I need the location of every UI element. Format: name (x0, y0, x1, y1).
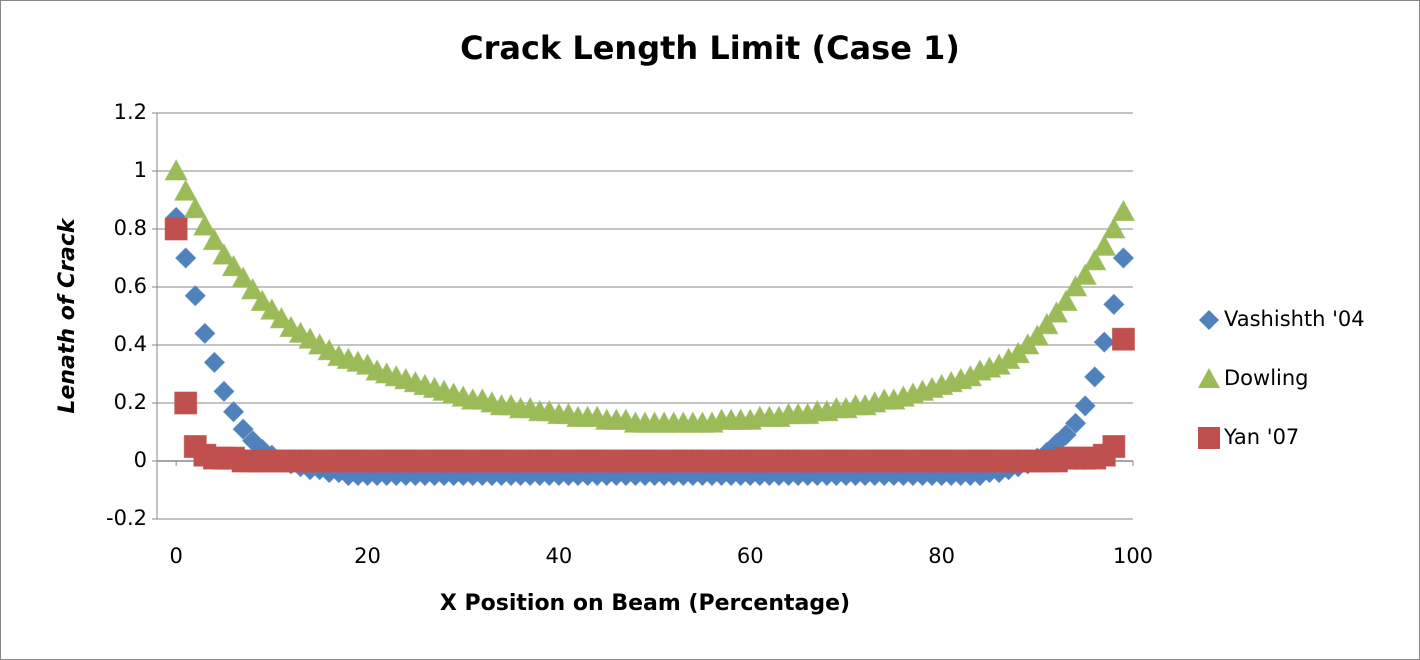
point (250, 289, 275, 311)
point (1111, 199, 1136, 222)
legend-marker (1198, 427, 1220, 449)
legend-label: Vashishth '04 (1224, 307, 1365, 331)
point (1025, 324, 1050, 346)
point (173, 179, 198, 201)
point (213, 380, 235, 403)
chart-title: Crack Length Limit (Case 1) (460, 29, 960, 67)
point (1092, 234, 1117, 256)
point (1102, 216, 1126, 239)
point (174, 247, 197, 269)
point (183, 196, 208, 219)
legend-marker (1198, 368, 1220, 388)
y-axis-title: Lenath of Crack (55, 217, 80, 414)
point (240, 277, 265, 300)
point (1063, 274, 1088, 297)
x-tick-label: 0 (169, 544, 182, 568)
point (1054, 289, 1078, 311)
x-axis-title: X Position on Beam (Percentage) (440, 591, 850, 616)
x-tick-label: 80 (928, 544, 955, 568)
point (1103, 293, 1125, 316)
x-tick-label: 60 (737, 544, 764, 568)
point (1035, 312, 1059, 335)
x-tick-label: 100 (1113, 544, 1153, 568)
point (1055, 424, 1077, 446)
point (1082, 248, 1107, 271)
point (1102, 435, 1126, 458)
x-tick-label: 40 (546, 544, 573, 568)
point (202, 228, 227, 251)
y-tick-label: 1.2 (114, 100, 147, 124)
point (174, 391, 198, 415)
point (184, 284, 206, 307)
point (194, 322, 216, 345)
point (164, 217, 188, 241)
point (212, 243, 236, 265)
point (1084, 366, 1106, 388)
point (1111, 327, 1135, 351)
point (221, 254, 246, 277)
point (232, 418, 254, 440)
point (1044, 301, 1069, 323)
point (1064, 412, 1087, 435)
y-tick-label: -0.2 (106, 506, 147, 530)
legend-label: Yan '07 (1223, 425, 1299, 449)
y-tick-label: 1 (134, 158, 147, 182)
point (1073, 263, 1098, 285)
legend-marker (1199, 310, 1219, 330)
legend-label: Dowling (1224, 366, 1309, 390)
point (1112, 247, 1135, 269)
y-tick-label: 0.6 (114, 274, 147, 298)
point (192, 214, 217, 236)
x-tick-label: 20 (354, 544, 381, 568)
y-tick-label: 0.8 (114, 216, 147, 240)
y-tick-label: 0.4 (114, 332, 147, 356)
point (222, 400, 245, 423)
point (269, 306, 294, 329)
point (231, 266, 255, 288)
point (259, 298, 284, 320)
point (164, 158, 188, 181)
point (203, 351, 226, 374)
point (1074, 395, 1096, 417)
y-tick-label: 0 (134, 448, 147, 472)
point (1093, 331, 1116, 353)
y-tick-label: 0.2 (114, 390, 147, 414)
